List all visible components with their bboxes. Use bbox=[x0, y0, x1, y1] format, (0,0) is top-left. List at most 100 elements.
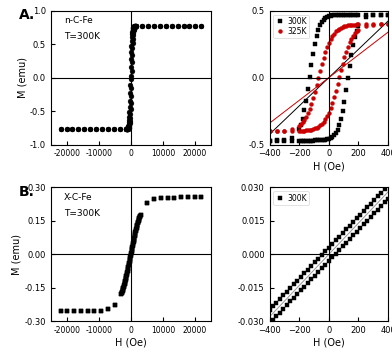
325K bbox=[323, 50, 328, 54]
325K bbox=[354, 22, 359, 26]
325K bbox=[330, 34, 335, 38]
325K bbox=[347, 23, 352, 27]
300K bbox=[344, 12, 348, 17]
Line: 300K: 300K bbox=[268, 13, 390, 142]
Line: 300K: 300K bbox=[268, 183, 390, 312]
325K bbox=[335, 28, 340, 32]
300K bbox=[319, 253, 324, 257]
300K bbox=[278, 297, 282, 301]
300K bbox=[321, 18, 326, 22]
300K bbox=[330, 13, 335, 17]
300K bbox=[354, 12, 359, 17]
300K bbox=[332, 13, 336, 17]
300K bbox=[340, 231, 345, 235]
325K bbox=[344, 24, 348, 28]
325K bbox=[339, 25, 343, 30]
325K bbox=[300, 120, 305, 124]
325K bbox=[311, 96, 316, 100]
325K bbox=[318, 69, 323, 73]
Line: 325K: 325K bbox=[268, 22, 390, 133]
Legend: 300K, 325K: 300K, 325K bbox=[273, 15, 309, 38]
325K bbox=[304, 114, 309, 119]
300K bbox=[323, 16, 328, 20]
300K bbox=[365, 205, 370, 210]
X-axis label: H (Oe): H (Oe) bbox=[313, 338, 345, 348]
Text: X-C-Fe: X-C-Fe bbox=[64, 193, 93, 202]
300K bbox=[386, 183, 390, 187]
300K bbox=[330, 242, 335, 246]
300K bbox=[344, 227, 348, 231]
300K bbox=[311, 51, 316, 56]
300K bbox=[302, 108, 307, 112]
325K bbox=[334, 29, 338, 34]
Legend: 300K: 300K bbox=[273, 191, 309, 205]
300K bbox=[378, 12, 383, 17]
325K bbox=[319, 62, 324, 66]
300K bbox=[281, 293, 286, 298]
300K bbox=[316, 257, 321, 261]
300K bbox=[334, 238, 338, 242]
300K bbox=[335, 13, 340, 17]
325K bbox=[351, 22, 356, 27]
300K bbox=[295, 278, 300, 283]
300K bbox=[323, 249, 328, 253]
300K bbox=[267, 308, 272, 312]
325K bbox=[321, 56, 326, 60]
Text: n-C-Fe: n-C-Fe bbox=[64, 16, 93, 25]
Y-axis label: M (emu): M (emu) bbox=[12, 234, 22, 275]
X-axis label: H (Oe): H (Oe) bbox=[115, 338, 147, 348]
300K bbox=[282, 138, 287, 142]
300K bbox=[328, 14, 333, 18]
325K bbox=[356, 22, 361, 26]
300K bbox=[309, 264, 314, 268]
325K bbox=[363, 22, 368, 26]
325K bbox=[340, 25, 345, 29]
325K bbox=[312, 90, 317, 94]
300K bbox=[349, 12, 354, 17]
325K bbox=[282, 129, 287, 133]
300K bbox=[339, 13, 343, 17]
300K bbox=[312, 260, 317, 265]
300K bbox=[382, 187, 387, 191]
300K bbox=[356, 12, 361, 17]
325K bbox=[316, 76, 321, 80]
300K bbox=[337, 13, 341, 17]
300K bbox=[327, 246, 331, 250]
300K bbox=[375, 194, 380, 198]
300K bbox=[297, 127, 301, 132]
300K bbox=[300, 116, 305, 121]
325K bbox=[346, 23, 350, 27]
325K bbox=[337, 26, 341, 31]
325K bbox=[289, 127, 294, 131]
300K bbox=[289, 136, 294, 140]
300K bbox=[371, 12, 376, 17]
300K bbox=[302, 271, 307, 276]
300K bbox=[285, 290, 289, 294]
300K bbox=[351, 12, 356, 17]
325K bbox=[352, 22, 357, 27]
325K bbox=[327, 41, 331, 45]
325K bbox=[371, 22, 376, 26]
300K bbox=[379, 190, 383, 195]
300K bbox=[351, 220, 356, 224]
325K bbox=[267, 129, 272, 133]
Text: A.: A. bbox=[19, 8, 35, 22]
300K bbox=[354, 216, 359, 220]
300K bbox=[299, 123, 303, 127]
300K bbox=[372, 198, 376, 202]
300K bbox=[288, 286, 293, 290]
Y-axis label: M (emu): M (emu) bbox=[17, 57, 27, 98]
325K bbox=[274, 129, 279, 133]
325K bbox=[314, 83, 319, 87]
325K bbox=[297, 124, 301, 128]
325K bbox=[349, 23, 354, 27]
Text: T=300K: T=300K bbox=[64, 209, 100, 218]
300K bbox=[325, 15, 329, 19]
300K bbox=[346, 12, 350, 17]
300K bbox=[334, 13, 338, 17]
325K bbox=[305, 111, 310, 115]
300K bbox=[305, 268, 310, 272]
325K bbox=[307, 106, 312, 111]
300K bbox=[309, 63, 314, 67]
300K bbox=[340, 12, 345, 17]
